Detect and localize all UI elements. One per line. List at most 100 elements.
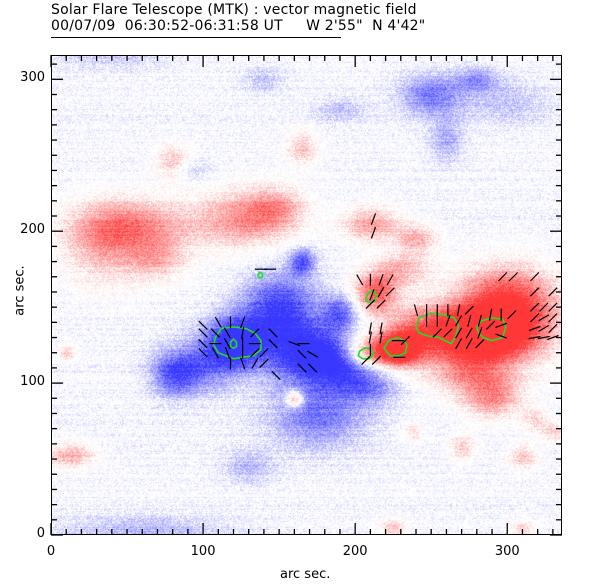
contour-negative-small bbox=[256, 271, 264, 280]
field-vector bbox=[485, 320, 496, 331]
contour-positive-e bbox=[475, 316, 507, 342]
field-vector bbox=[529, 302, 540, 312]
field-vector bbox=[307, 363, 318, 373]
y-tick-label: 200 bbox=[20, 222, 45, 238]
y-tick-label: 100 bbox=[20, 374, 45, 390]
plot-frame bbox=[51, 55, 562, 535]
plot-title: Solar Flare Telescope (MTK) : vector mag… bbox=[51, 2, 417, 18]
field-vector bbox=[400, 335, 411, 346]
field-vector bbox=[370, 226, 377, 239]
field-vector bbox=[224, 346, 231, 359]
field-vector bbox=[495, 322, 508, 328]
contour-positive-d bbox=[415, 312, 460, 345]
field-vector bbox=[467, 314, 472, 327]
field-vector bbox=[223, 327, 231, 339]
field-vector bbox=[250, 348, 260, 358]
field-vector bbox=[268, 338, 278, 349]
field-vector bbox=[537, 335, 550, 340]
field-vector bbox=[538, 314, 550, 322]
field-vector bbox=[465, 327, 473, 339]
field-vector bbox=[528, 335, 541, 340]
contour-positive-c bbox=[383, 336, 408, 357]
field-vector bbox=[361, 355, 371, 366]
field-vector bbox=[495, 333, 508, 339]
field-vector bbox=[369, 289, 375, 301]
field-vector bbox=[210, 328, 220, 338]
field-vector bbox=[548, 313, 558, 323]
x-axis-label: arc sec. bbox=[280, 567, 331, 582]
field-vector bbox=[356, 274, 364, 286]
field-vector bbox=[370, 213, 377, 225]
title-underline bbox=[51, 37, 341, 38]
magnetogram-image bbox=[52, 56, 561, 534]
field-vector bbox=[413, 304, 419, 317]
field-vector bbox=[259, 358, 269, 369]
contour-negative-core-outer bbox=[212, 326, 262, 360]
y-axis-label: arc sec. bbox=[12, 265, 28, 316]
field-vector bbox=[223, 338, 231, 350]
field-vector bbox=[455, 338, 463, 350]
field-vector bbox=[528, 325, 541, 332]
field-vector bbox=[477, 327, 483, 339]
field-vector bbox=[240, 357, 246, 370]
field-vector bbox=[251, 357, 259, 369]
field-vector bbox=[371, 355, 382, 366]
field-vector bbox=[307, 350, 319, 358]
contour-positive-a bbox=[364, 289, 378, 304]
field-vector bbox=[455, 327, 463, 339]
field-vector bbox=[368, 331, 372, 344]
field-vector bbox=[445, 314, 451, 327]
field-vector bbox=[475, 338, 485, 349]
field-vector bbox=[259, 348, 269, 358]
field-vector bbox=[538, 324, 550, 332]
field-vector bbox=[250, 328, 260, 338]
field-vector bbox=[198, 328, 208, 338]
field-vector bbox=[548, 323, 558, 334]
field-vector bbox=[288, 341, 301, 347]
field-vector bbox=[477, 314, 482, 327]
plot-subtitle: 00/07/09 06:30:52-06:31:58 UT W 2'55" N … bbox=[51, 18, 426, 34]
field-vector bbox=[198, 338, 208, 349]
field-vector bbox=[507, 310, 517, 320]
field-vector bbox=[268, 328, 278, 338]
contour-positive-b bbox=[357, 347, 375, 360]
field-vector bbox=[546, 334, 559, 341]
field-vector bbox=[241, 326, 245, 340]
contour-negative-core-inner bbox=[229, 337, 238, 350]
y-tick-label: 300 bbox=[20, 70, 45, 86]
field-vector bbox=[497, 272, 508, 282]
field-vector bbox=[456, 304, 461, 317]
x-tick-label: 100 bbox=[190, 544, 216, 559]
field-vector bbox=[432, 328, 442, 338]
field-vector bbox=[548, 287, 558, 297]
field-vector bbox=[376, 299, 386, 309]
field-vector bbox=[548, 302, 558, 312]
field-vector bbox=[211, 347, 219, 359]
field-vector bbox=[508, 272, 519, 282]
field-vector bbox=[368, 322, 372, 335]
field-vector bbox=[271, 370, 281, 381]
x-tick-label: 300 bbox=[494, 544, 520, 559]
field-vector bbox=[488, 308, 493, 321]
field-vector bbox=[529, 287, 540, 297]
field-vector bbox=[379, 331, 383, 344]
field-vector bbox=[455, 315, 463, 327]
field-vector bbox=[386, 274, 394, 286]
x-tick-label: 0 bbox=[46, 544, 56, 559]
y-tick-label: 0 bbox=[36, 526, 45, 541]
field-vector bbox=[214, 316, 222, 328]
x-tick-label: 200 bbox=[342, 544, 368, 559]
field-vector bbox=[465, 338, 473, 350]
field-vector bbox=[240, 316, 246, 329]
field-vector bbox=[378, 273, 384, 286]
field-vector bbox=[379, 322, 383, 335]
field-vector bbox=[539, 302, 549, 312]
field-vector bbox=[198, 348, 208, 358]
field-vector bbox=[377, 286, 385, 298]
field-vector bbox=[443, 328, 453, 338]
field-vector bbox=[198, 320, 208, 331]
field-vector bbox=[464, 305, 474, 315]
field-vector bbox=[365, 299, 376, 309]
field-vector bbox=[529, 272, 540, 282]
